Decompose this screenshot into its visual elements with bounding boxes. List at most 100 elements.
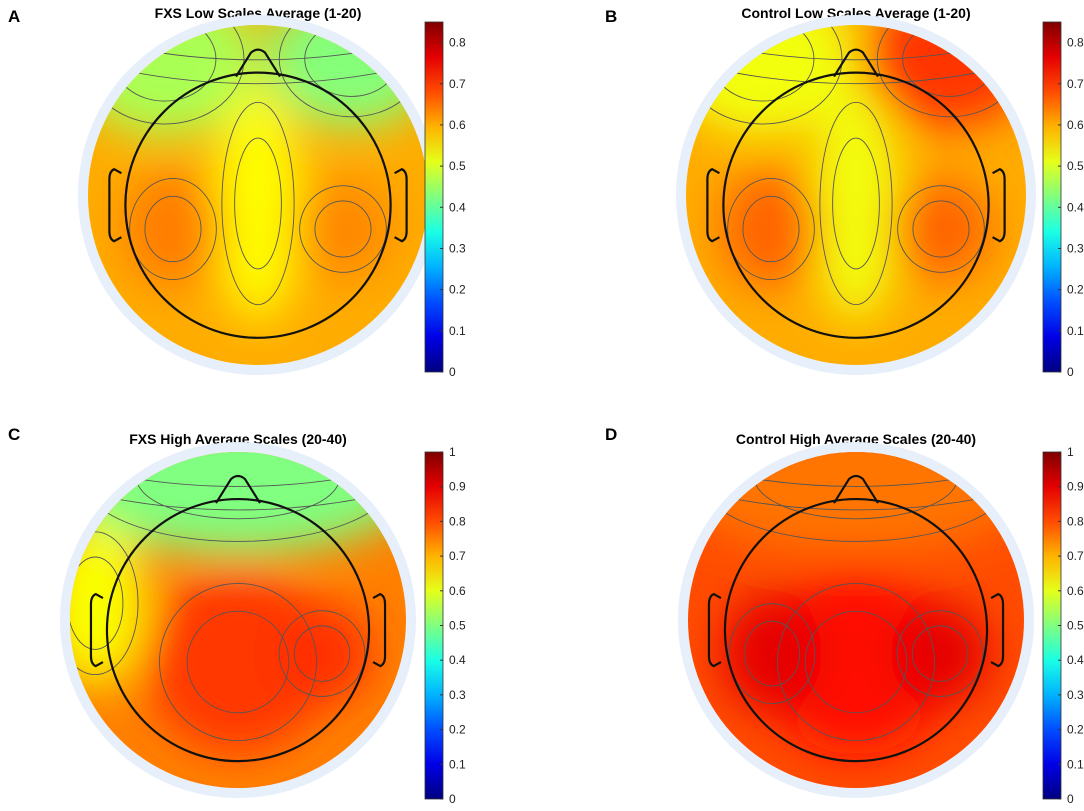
right-ear-icon bbox=[394, 167, 408, 243]
colorbar: 0 0.1 0.2 0.3 0.4 0.5 0.6 0.7 0.8 0.9 1 bbox=[424, 445, 466, 806]
blob-temporal-left bbox=[122, 169, 224, 289]
head-outline bbox=[108, 48, 408, 339]
panel-title: Control High Average Scales (20-40) bbox=[736, 431, 976, 447]
scalp-heatmap bbox=[88, 25, 428, 365]
contour-line bbox=[727, 177, 815, 281]
colorbar: 0 0.1 0.2 0.3 0.4 0.5 0.6 0.7 0.8 0.9 1 bbox=[1042, 445, 1084, 806]
contour-line bbox=[896, 610, 984, 697]
blob-frontal bbox=[70, 452, 406, 553]
panel-title: Control Low Scales Average (1-20) bbox=[741, 5, 970, 21]
panel-letter: C bbox=[8, 425, 20, 444]
contour-line bbox=[911, 625, 969, 682]
panel-title: FXS Low Scales Average (1-20) bbox=[155, 5, 362, 21]
colorbar-tick-label: 0.1 bbox=[449, 757, 466, 771]
head-outline bbox=[706, 48, 1006, 339]
panel-letter: D bbox=[605, 425, 617, 444]
panel-b: B Control Low Scales Average (1-20) 0 0.1 0.… bbox=[605, 5, 1084, 379]
contour-line bbox=[728, 603, 816, 705]
contour-line bbox=[819, 101, 893, 306]
contour-line bbox=[742, 195, 800, 263]
contour-line bbox=[299, 185, 387, 273]
colorbar: 0 0.1 0.2 0.3 0.4 0.5 0.6 0.7 0.8 bbox=[424, 21, 466, 379]
colorbar-tick-label: 0.7 bbox=[449, 549, 466, 563]
head-outline bbox=[707, 474, 1005, 763]
left-ear-icon bbox=[707, 592, 722, 668]
colorbar-gradient bbox=[424, 21, 444, 373]
right-ear-icon bbox=[992, 167, 1006, 243]
blob-midline bbox=[813, 84, 899, 323]
colorbar-tick-label: 0.7 bbox=[449, 77, 466, 91]
panel-title: FXS High Average Scales (20-40) bbox=[129, 431, 347, 447]
panel-letter: B bbox=[605, 7, 617, 26]
colorbar-tick-label: 0.9 bbox=[449, 480, 466, 494]
contour-line bbox=[832, 137, 880, 270]
colorbar-tick-label: 0.8 bbox=[1067, 36, 1084, 50]
colorbar-tick-label: 0 bbox=[449, 792, 456, 806]
head-circle bbox=[124, 71, 392, 339]
scalp-heatmap bbox=[688, 452, 1024, 788]
contour-line bbox=[686, 25, 843, 125]
panel-c: C FXS High Average Scales (20-40) 0 0.1 0.2 0… bbox=[8, 425, 466, 806]
colorbar-tick-label: 0.6 bbox=[1067, 118, 1084, 132]
scalp-heatmap bbox=[70, 452, 406, 788]
blob-frontal-right bbox=[864, 25, 1026, 127]
contour-line bbox=[912, 200, 970, 258]
contour-line bbox=[159, 583, 317, 741]
colorbar-tick-label: 0.4 bbox=[1067, 200, 1084, 214]
blob-lateral-left bbox=[70, 519, 146, 688]
colorbar-tick-label: 0.7 bbox=[1067, 77, 1084, 91]
blob-temporal-right bbox=[271, 603, 373, 704]
colorbar-tick-label: 0.7 bbox=[1067, 549, 1084, 563]
contour-line bbox=[70, 556, 124, 650]
head-outline bbox=[89, 474, 387, 763]
scalp-heatmap bbox=[686, 25, 1026, 365]
nose-icon bbox=[833, 474, 879, 504]
panel-letter: A bbox=[8, 7, 20, 26]
colorbar-tick-label: 0.5 bbox=[449, 159, 466, 173]
blob-temporal-right bbox=[889, 603, 991, 704]
colorbar-tick-label: 0.1 bbox=[1067, 757, 1084, 771]
nose-icon bbox=[235, 48, 281, 78]
blob-frontal-right bbox=[266, 25, 428, 127]
colorbar-tick-label: 0.8 bbox=[449, 36, 466, 50]
colorbar-tick-label: 0.3 bbox=[449, 241, 466, 255]
colorbar-tick-label: 0.9 bbox=[1067, 480, 1084, 494]
panel-a: A FXS Low Scales Average (1-20) 0 0.1 0.2 0.3… bbox=[8, 5, 466, 379]
contour-line bbox=[129, 177, 217, 281]
right-ear-icon bbox=[990, 592, 1005, 668]
contour-line bbox=[897, 185, 985, 273]
colorbar-tick-label: 0.3 bbox=[1067, 688, 1084, 702]
colorbar-tick-label: 0.4 bbox=[449, 653, 466, 667]
colorbar: 0 0.1 0.2 0.3 0.4 0.5 0.6 0.7 0.8 bbox=[1042, 21, 1084, 379]
left-ear-icon bbox=[108, 167, 122, 243]
colorbar-tick-label: 0 bbox=[1067, 792, 1074, 806]
blob-temporal-right bbox=[890, 178, 992, 280]
colorbar-tick-label: 0.2 bbox=[449, 283, 466, 297]
head-circle bbox=[722, 71, 990, 339]
colorbar-tick-label: 0.4 bbox=[1067, 653, 1084, 667]
colorbar-tick-label: 0.6 bbox=[1067, 584, 1084, 598]
colorbar-tick-label: 0.2 bbox=[449, 723, 466, 737]
contour-line bbox=[144, 195, 202, 263]
colorbar-tick-label: 0.2 bbox=[1067, 723, 1084, 737]
colorbar-tick-label: 0.5 bbox=[1067, 159, 1084, 173]
colorbar-tick-label: 0.2 bbox=[1067, 283, 1084, 297]
blob-temporal-left bbox=[721, 594, 823, 713]
contour-line bbox=[234, 137, 282, 270]
panel-d: D Control High Average Scales (20-40) 0 0.1… bbox=[605, 425, 1084, 806]
colorbar-tick-label: 0 bbox=[1067, 365, 1074, 379]
contour-line bbox=[293, 625, 351, 682]
colorbar-tick-label: 0.4 bbox=[449, 200, 466, 214]
left-ear-icon bbox=[89, 592, 104, 668]
right-ear-icon bbox=[372, 592, 387, 668]
colorbar-gradient bbox=[1042, 21, 1062, 373]
colorbar-tick-label: 0.1 bbox=[1067, 324, 1084, 338]
colorbar-tick-label: 0.6 bbox=[449, 118, 466, 132]
contour-line bbox=[88, 25, 245, 125]
colorbar-tick-label: 1 bbox=[1067, 445, 1074, 459]
colorbar-tick-label: 0.3 bbox=[1067, 241, 1084, 255]
colorbar-tick-label: 0 bbox=[449, 365, 456, 379]
contour-line bbox=[804, 610, 908, 714]
contour-line bbox=[278, 610, 366, 697]
